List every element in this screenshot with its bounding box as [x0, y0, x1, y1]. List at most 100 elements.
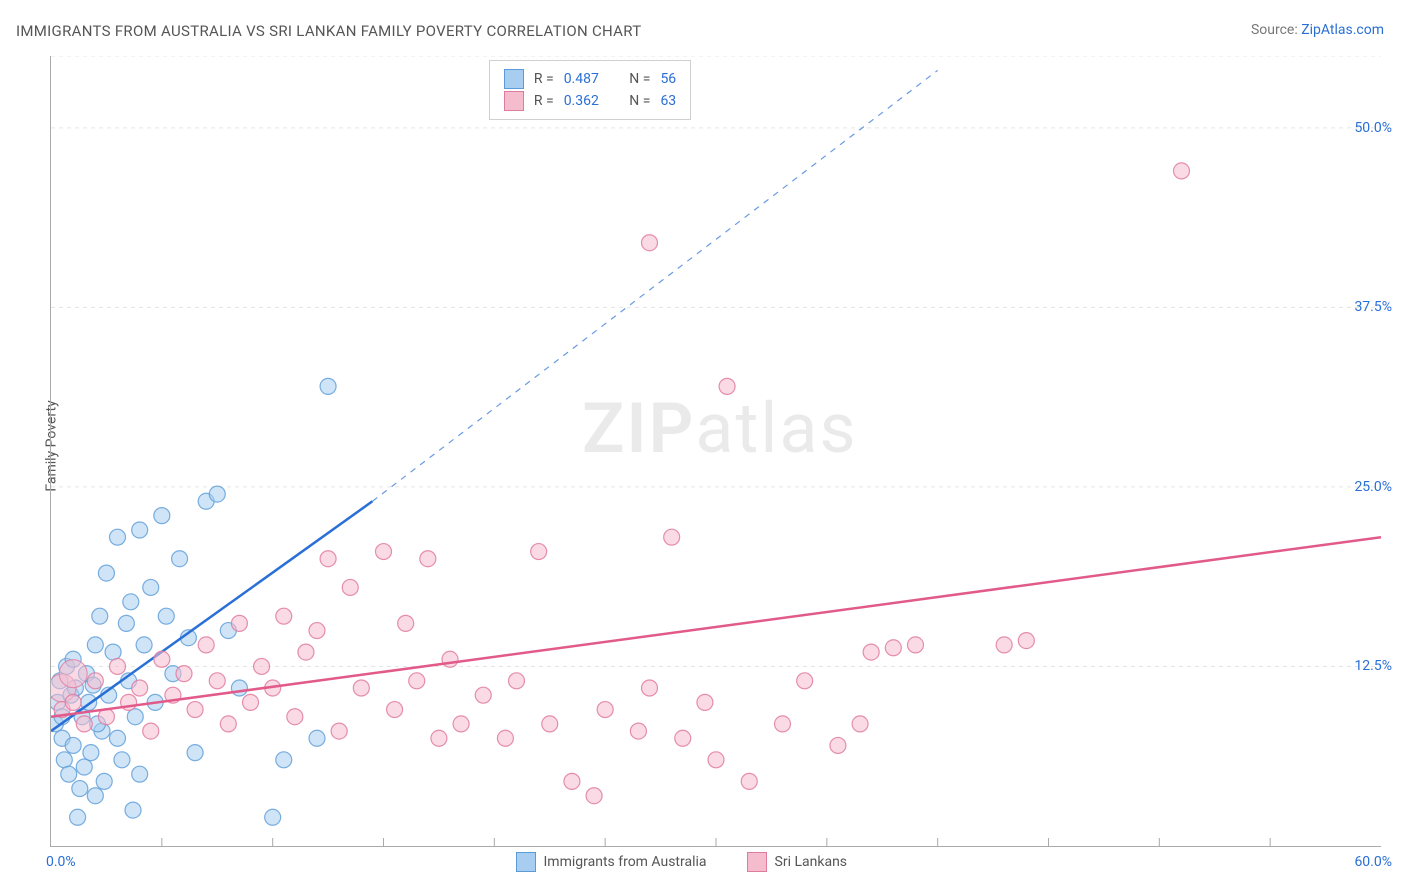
data-point [387, 702, 403, 718]
data-point [542, 716, 558, 732]
data-point [65, 694, 81, 710]
data-point [110, 730, 126, 746]
data-point [198, 637, 214, 653]
data-point [110, 658, 126, 674]
data-point [630, 723, 646, 739]
data-point [642, 235, 658, 251]
data-point [143, 723, 159, 739]
data-point [564, 773, 580, 789]
source-citation: Source: ZipAtlas.com [1251, 22, 1384, 38]
data-point [1174, 163, 1190, 179]
data-point [719, 378, 735, 394]
plot-area [50, 56, 1381, 847]
data-point [76, 716, 92, 732]
data-point [56, 752, 72, 768]
data-point [420, 551, 436, 567]
data-point [209, 673, 225, 689]
data-point [475, 687, 491, 703]
data-point [220, 716, 236, 732]
legend-row: R = 0.362 N = 63 [504, 91, 676, 111]
data-point [642, 680, 658, 696]
data-point [98, 565, 114, 581]
data-point [127, 709, 143, 725]
data-point [309, 623, 325, 639]
data-point [87, 637, 103, 653]
data-point [298, 644, 314, 660]
data-point [83, 745, 99, 761]
x-tick-max: 60.0% [1354, 854, 1392, 870]
legend-r-value: 0.362 [564, 93, 599, 109]
data-point [231, 680, 247, 696]
data-point [320, 378, 336, 394]
data-point [697, 694, 713, 710]
data-point [497, 730, 513, 746]
data-point [187, 702, 203, 718]
chart-title: IMMIGRANTS FROM AUSTRALIA VS SRI LANKAN … [16, 22, 641, 40]
data-point [59, 660, 87, 688]
data-point [586, 788, 602, 804]
legend-swatch [504, 69, 524, 89]
data-point [863, 644, 879, 660]
data-point [309, 730, 325, 746]
data-point [664, 529, 680, 545]
legend-item: Sri Lankans [747, 852, 848, 872]
data-point [123, 594, 139, 610]
trend-line-dashed [372, 70, 937, 501]
legend-swatch [504, 91, 524, 111]
data-point [509, 673, 525, 689]
source-link[interactable]: ZipAtlas.com [1301, 22, 1384, 38]
data-point [118, 615, 134, 631]
data-point [243, 694, 259, 710]
legend-swatch [747, 852, 767, 872]
data-point [125, 802, 141, 818]
data-point [775, 716, 791, 732]
data-point [342, 579, 358, 595]
data-point [132, 680, 148, 696]
data-point [87, 788, 103, 804]
legend-n-value: 56 [660, 71, 676, 87]
data-point [852, 716, 868, 732]
data-point [885, 640, 901, 656]
y-tick: 37.5% [1354, 299, 1392, 315]
data-point [105, 644, 121, 660]
data-point [209, 486, 225, 502]
data-point [92, 608, 108, 624]
data-point [70, 809, 86, 825]
y-tick: 25.0% [1354, 479, 1392, 495]
data-point [708, 752, 724, 768]
data-point [176, 666, 192, 682]
data-point [996, 637, 1012, 653]
data-point [76, 759, 92, 775]
data-point [531, 544, 547, 560]
data-point [797, 673, 813, 689]
data-point [431, 730, 447, 746]
legend-row: R = 0.487 N = 56 [504, 69, 676, 89]
data-point [96, 773, 112, 789]
data-point [453, 716, 469, 732]
y-tick: 50.0% [1354, 120, 1392, 136]
data-point [265, 809, 281, 825]
x-tick-min: 0.0% [46, 854, 76, 870]
scatter-svg [51, 56, 1381, 846]
data-point [110, 529, 126, 545]
legend-swatch [516, 852, 536, 872]
data-point [254, 658, 270, 674]
data-point [172, 551, 188, 567]
data-point [72, 781, 88, 797]
data-point [741, 773, 757, 789]
data-point [287, 709, 303, 725]
data-point [187, 745, 203, 761]
data-point [398, 615, 414, 631]
data-point [87, 673, 103, 689]
source-label: Source: [1251, 22, 1301, 38]
data-point [132, 522, 148, 538]
data-point [597, 702, 613, 718]
legend-label: Sri Lankans [775, 854, 848, 870]
data-point [154, 508, 170, 524]
data-point [675, 730, 691, 746]
legend-label: Immigrants from Australia [544, 854, 707, 870]
data-point [65, 737, 81, 753]
data-point [331, 723, 347, 739]
trend-line [51, 537, 1381, 717]
data-point [154, 651, 170, 667]
